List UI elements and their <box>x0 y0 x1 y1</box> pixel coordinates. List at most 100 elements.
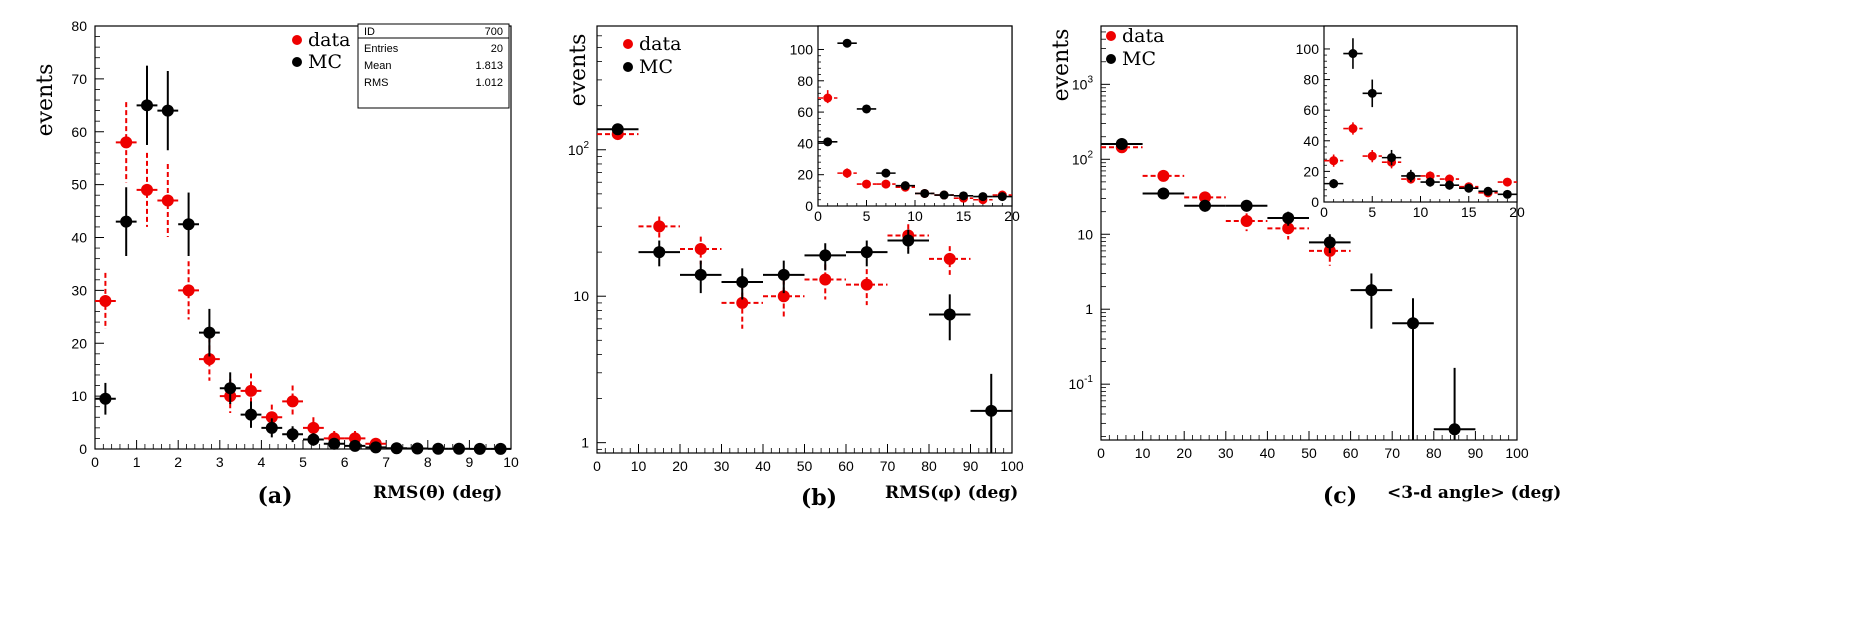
stats-entries-label: Entries <box>364 43 399 55</box>
inset-1-data-point <box>842 168 852 178</box>
stats-mean-value: 1.813 <box>475 60 503 72</box>
panel-1-xtick-label: 100 <box>1000 458 1024 474</box>
panel-2-ytick-exponent: -1 <box>1084 374 1093 385</box>
panel-a-label: (a) <box>257 483 292 509</box>
inset-2-mc-point <box>1483 186 1493 196</box>
inset-1-ytick-label: 100 <box>790 41 814 57</box>
inset-2-mc-point <box>1406 171 1416 181</box>
panel-2-mc-point <box>1199 199 1211 212</box>
inset-2-xtick-label: 15 <box>1461 204 1477 220</box>
legend-mc-marker <box>623 62 633 72</box>
legend-data-label: data <box>308 29 350 51</box>
inset-2-xtick-label: 5 <box>1368 204 1376 220</box>
panel-0-xtick-label: 9 <box>466 454 474 470</box>
inset-2-mc-point <box>1348 49 1358 59</box>
panel-0-mc-point <box>224 382 237 395</box>
legend-mc-marker <box>292 57 302 67</box>
inset-1-data-point <box>823 93 833 103</box>
legend-mc-label: MC <box>639 56 673 78</box>
inset-1-frame <box>817 25 1013 207</box>
panel-1-xtick-label: 80 <box>921 458 937 474</box>
panel-1-mc-point <box>777 268 790 281</box>
panel-0-ytick-label: 70 <box>71 71 87 87</box>
panel-0-mc-point <box>453 442 465 455</box>
legend-data-marker <box>292 35 302 45</box>
panel-0-data-point <box>141 183 153 196</box>
panel-1-data-point <box>736 296 749 309</box>
inset-1-ytick-label: 40 <box>797 135 813 151</box>
panel-a: 0 1 2 3 4 5 6 7 8 9 10 0 10 20 30 40 50 60 70 80 events RMS… <box>33 18 519 509</box>
panel-0-mc-point <box>203 326 216 339</box>
inset-1-data-point <box>862 179 871 189</box>
panel-2-xtick-label: 90 <box>1468 445 1484 461</box>
panel-0-data-point <box>286 395 299 408</box>
panel-1-xtick-label: 60 <box>838 458 854 474</box>
panel-2-ytick-label: 10 <box>1077 226 1093 242</box>
inset-2-ytick-label: 80 <box>1303 72 1319 88</box>
panel-1-xtick-label: 90 <box>963 458 979 474</box>
inset-1-xtick-label: 10 <box>907 208 923 224</box>
panel-0-xtick-label: 6 <box>341 454 349 470</box>
inset-1-mc-point <box>862 104 871 114</box>
panel-2-ytick-label: 103 <box>1072 74 1094 92</box>
panel-1-ytick-label: 102 <box>568 140 590 158</box>
panel-0-ytick-label: 40 <box>71 230 87 246</box>
panel-2-xtick-label: 80 <box>1426 445 1442 461</box>
panel-2-data-point <box>1157 169 1170 182</box>
inset-2-xtick-label: 20 <box>1509 204 1525 220</box>
panel-1-inset: 0 5 10 15 20 0 20 40 60 80 100 <box>790 25 1020 224</box>
panel-0-mc-point <box>432 442 445 455</box>
inset-2-mc-point <box>1329 179 1339 189</box>
panel-0-mc-point <box>369 441 382 454</box>
panel-0-xtick-label: 5 <box>299 454 307 470</box>
inset-2-mc-point <box>1444 180 1454 190</box>
panel-0-mc-point <box>120 215 133 228</box>
panel-1-data-point <box>819 273 832 286</box>
panel-1-mc-point <box>653 246 666 259</box>
panel-2-ytick-exponent: 3 <box>1087 74 1093 85</box>
panel-1-xtick-label: 40 <box>755 458 771 474</box>
panel-0-mc-point <box>265 421 278 434</box>
panel-0-mc-point <box>307 433 320 446</box>
stats-rms-label: RMS <box>364 77 388 89</box>
panel-0-data-point <box>265 411 278 424</box>
panel-0-mc-point <box>411 442 424 455</box>
panel-a-xlabel: RMS(θ) (deg) <box>373 483 502 503</box>
panel-c-legend: data MC <box>1106 25 1164 70</box>
panel-0-mc-point <box>182 218 195 231</box>
panel-0-xtick-label: 0 <box>91 454 99 470</box>
panel-1-mc-point <box>736 276 749 289</box>
stats-rms-value: 1.012 <box>475 77 503 89</box>
inset-2-xtick-label: 0 <box>1320 204 1328 220</box>
panel-2-mc-point <box>1240 199 1253 212</box>
panel-2-inset: 0 5 10 15 20 0 20 40 60 80 100 <box>1296 25 1525 220</box>
panel-2-mc-point <box>1365 284 1378 297</box>
panel-2-mc-point <box>1157 187 1170 200</box>
inset-1-mc-point <box>997 192 1007 202</box>
panel-1-data-point <box>860 278 873 291</box>
panel-2-xtick-label: 30 <box>1218 445 1234 461</box>
panel-b-legend: data MC <box>623 33 681 78</box>
inset-1-xtick-label: 0 <box>814 208 822 224</box>
inset-1-mc-point <box>978 192 988 202</box>
stats-mean-label: Mean <box>364 60 392 72</box>
panel-1-xtick-label: 20 <box>672 458 688 474</box>
panel-0-xtick-label: 10 <box>503 454 519 470</box>
panel-0-plot: 0 1 2 3 4 5 6 7 8 9 10 0 10 20 30 40 50 60 70 80 <box>71 18 519 470</box>
panel-0-mc-point <box>328 437 341 450</box>
panel-0-ytick-label: 20 <box>71 335 87 351</box>
panel-0-ytick-label: 80 <box>71 18 87 34</box>
inset-1-mc-point <box>959 191 968 201</box>
panel-2-xtick-label: 60 <box>1343 445 1359 461</box>
panel-b-xlabel: RMS(φ) (deg) <box>885 483 1018 503</box>
panel-2-mc-point <box>1115 137 1128 150</box>
panel-2-ytick-label: 10-1 <box>1069 374 1094 392</box>
panel-0-mc-point <box>473 442 486 455</box>
panel-a-ylabel: events <box>33 64 58 137</box>
panel-0-ytick-label: 30 <box>71 282 87 298</box>
panel-2-ytick-exponent: 2 <box>1087 149 1093 160</box>
stats-entries-value: 20 <box>491 43 503 55</box>
panel-0-data-point <box>120 136 133 149</box>
